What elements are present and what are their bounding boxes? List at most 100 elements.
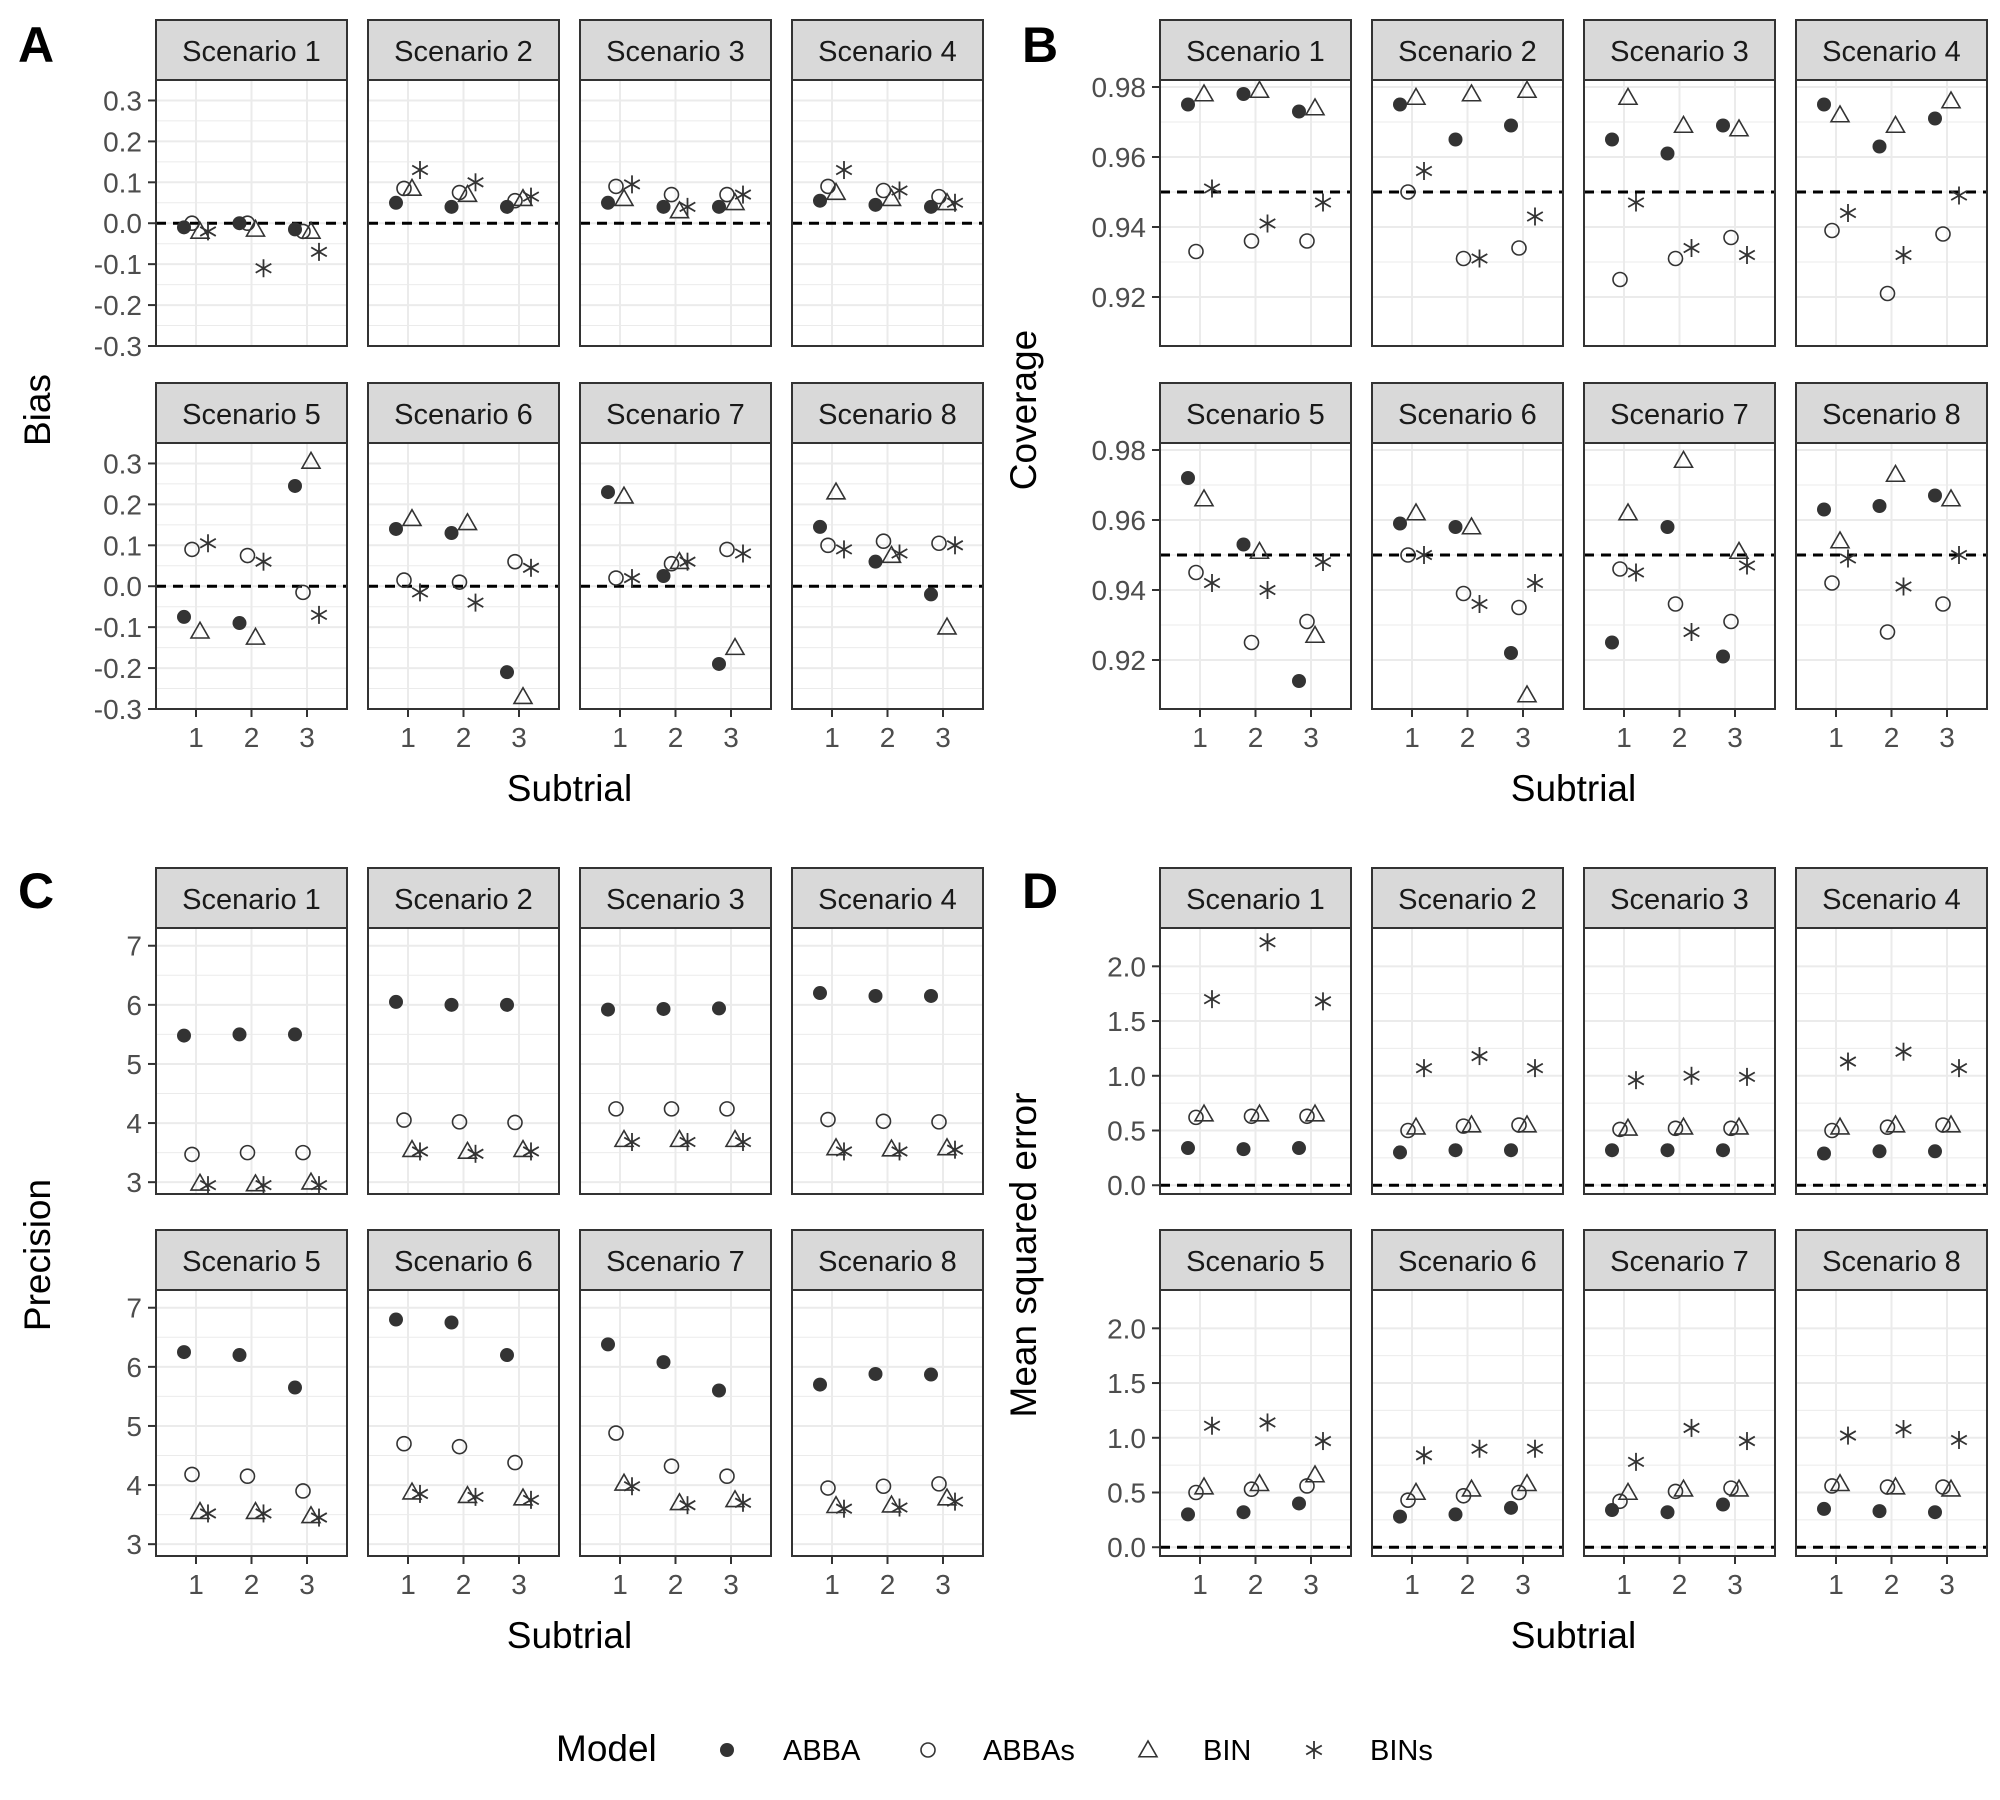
legend-item-bin: BIN bbox=[1137, 1735, 1251, 1767]
point-abba bbox=[1292, 1496, 1306, 1511]
point-abba bbox=[288, 1380, 302, 1395]
y-tick-label: 4 bbox=[126, 1108, 142, 1139]
point-abbas bbox=[1243, 233, 1260, 249]
point-abba bbox=[1448, 1507, 1463, 1522]
point-bins bbox=[467, 1487, 484, 1506]
point-bins bbox=[467, 173, 484, 192]
x-axis-label: Subtrial bbox=[507, 768, 632, 809]
y-tick-label: 5 bbox=[126, 1411, 142, 1442]
y-tick-label: 0.92 bbox=[1092, 645, 1147, 676]
point-abbas bbox=[1400, 547, 1416, 563]
point-bin bbox=[724, 637, 746, 656]
point-abbas bbox=[1511, 599, 1527, 616]
point-bin bbox=[1728, 1116, 1750, 1135]
facet-8: Scenario 8 1 2 3 bbox=[1795, 382, 1988, 753]
point-abba bbox=[1817, 1146, 1831, 1161]
point-abba bbox=[656, 1355, 671, 1370]
facet-border bbox=[1795, 927, 1988, 1195]
legend-title: Model bbox=[556, 1728, 657, 1769]
point-abba bbox=[177, 1345, 191, 1360]
facet-title: Scenario 6 bbox=[394, 1246, 533, 1278]
point-abba bbox=[601, 485, 615, 500]
facet-border bbox=[1159, 79, 1352, 347]
point-abba bbox=[500, 665, 514, 680]
point-bins bbox=[679, 1132, 696, 1151]
point-abba bbox=[868, 554, 883, 569]
x-tick-label: 3 bbox=[1939, 1569, 1955, 1600]
x-tick-label: 3 bbox=[511, 1569, 527, 1600]
facet-title: Scenario 5 bbox=[1186, 399, 1325, 431]
point-bin bbox=[1885, 1114, 1906, 1133]
x-axis-label: Subtrial bbox=[507, 1615, 632, 1656]
point-abbas bbox=[931, 1476, 947, 1492]
point-abbas bbox=[719, 1468, 735, 1484]
x-tick-label: 1 bbox=[1616, 1569, 1632, 1600]
point-abba bbox=[232, 1348, 247, 1363]
point-bins bbox=[522, 187, 540, 206]
y-axis-label: Mean squared error bbox=[1003, 1093, 1044, 1418]
point-bin bbox=[881, 188, 902, 207]
point-bins bbox=[1738, 246, 1756, 264]
point-abba bbox=[712, 1001, 726, 1016]
point-abba bbox=[1504, 1143, 1518, 1158]
point-abba bbox=[1660, 1505, 1675, 1520]
y-axis-label: Precision bbox=[17, 1179, 58, 1331]
point-bins bbox=[1627, 193, 1645, 212]
facet-4: Scenario 4 bbox=[791, 19, 984, 347]
point-abbas bbox=[1935, 226, 1951, 242]
point-bin bbox=[1728, 1478, 1750, 1497]
point-bins bbox=[1471, 595, 1488, 613]
point-bins bbox=[1683, 1066, 1700, 1085]
x-tick-label: 1 bbox=[1404, 1569, 1420, 1600]
point-abba bbox=[500, 1348, 514, 1363]
point-abba bbox=[1716, 649, 1730, 664]
y-tick-label: 0.0 bbox=[1107, 1532, 1146, 1563]
point-bins bbox=[679, 197, 696, 216]
point-bins bbox=[1950, 1430, 1968, 1449]
x-tick-label: 1 bbox=[1192, 722, 1208, 753]
point-abbas bbox=[1824, 575, 1840, 591]
point-abba bbox=[1928, 1144, 1942, 1159]
y-tick-label: 0.0 bbox=[1107, 1170, 1146, 1201]
point-bin bbox=[1617, 86, 1639, 106]
point-bins bbox=[623, 1477, 641, 1496]
point-bin bbox=[724, 1129, 746, 1148]
point-bin bbox=[825, 481, 847, 500]
point-abba bbox=[1817, 1501, 1831, 1516]
point-abbas bbox=[931, 1114, 947, 1130]
point-bin bbox=[1829, 104, 1851, 123]
point-bins bbox=[1314, 193, 1332, 212]
point-abba bbox=[1448, 1143, 1463, 1158]
y-tick-label: 5 bbox=[126, 1049, 142, 1080]
y-tick-label: 0.92 bbox=[1092, 282, 1147, 313]
point-abba bbox=[813, 519, 827, 534]
point-bin bbox=[1728, 118, 1750, 137]
point-bin bbox=[401, 177, 423, 196]
legend-marker-bins bbox=[1305, 1741, 1323, 1759]
point-bins bbox=[1415, 1059, 1433, 1078]
point-bins bbox=[1415, 1446, 1433, 1465]
facet-title: Scenario 8 bbox=[818, 399, 957, 431]
point-abbas bbox=[1612, 561, 1628, 577]
point-abbas bbox=[295, 1144, 311, 1161]
point-abba bbox=[1236, 87, 1251, 101]
facet-strip bbox=[1795, 867, 1988, 929]
point-abba bbox=[1872, 499, 1887, 513]
point-abbas bbox=[184, 1146, 200, 1163]
facet-strip bbox=[155, 867, 348, 929]
point-bins bbox=[255, 259, 272, 278]
point-bins bbox=[1526, 1059, 1544, 1078]
point-bin bbox=[1405, 1481, 1427, 1501]
legend-label: ABBA bbox=[783, 1735, 861, 1767]
point-abbas bbox=[239, 1468, 256, 1484]
point-bins bbox=[1895, 246, 1912, 264]
point-abba bbox=[1872, 1504, 1887, 1519]
point-bins bbox=[1203, 990, 1221, 1009]
point-abbas bbox=[1400, 1492, 1416, 1508]
point-bins bbox=[467, 593, 484, 612]
legend: Model ABBA ABBAs BIN BINs bbox=[556, 1728, 1433, 1769]
point-bins bbox=[1738, 1067, 1756, 1086]
point-abba bbox=[712, 1383, 726, 1398]
point-bins bbox=[310, 1176, 328, 1195]
facet-border bbox=[155, 927, 348, 1195]
